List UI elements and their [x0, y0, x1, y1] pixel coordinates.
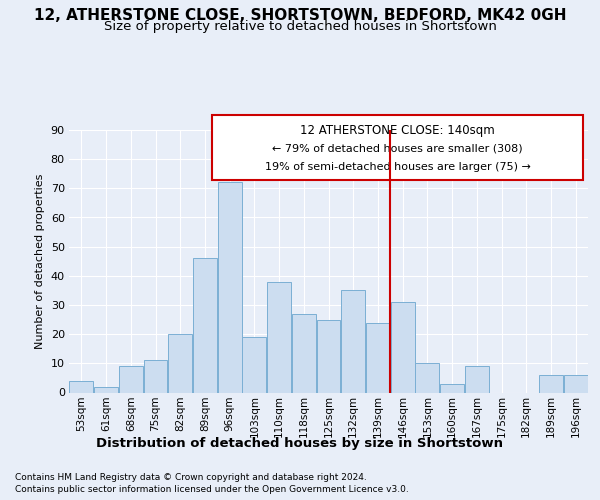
Text: Contains HM Land Registry data © Crown copyright and database right 2024.: Contains HM Land Registry data © Crown c… — [15, 472, 367, 482]
Bar — [415, 364, 439, 392]
Bar — [70, 381, 94, 392]
Bar — [341, 290, 365, 392]
Bar — [317, 320, 340, 392]
Bar — [563, 375, 587, 392]
Bar — [292, 314, 316, 392]
Bar — [94, 386, 118, 392]
Bar — [440, 384, 464, 392]
Bar — [366, 322, 390, 392]
Text: Distribution of detached houses by size in Shortstown: Distribution of detached houses by size … — [97, 438, 503, 450]
Bar — [193, 258, 217, 392]
Bar — [143, 360, 167, 392]
Text: 19% of semi-detached houses are larger (75) →: 19% of semi-detached houses are larger (… — [265, 162, 530, 172]
FancyBboxPatch shape — [212, 116, 583, 180]
Text: 12 ATHERSTONE CLOSE: 140sqm: 12 ATHERSTONE CLOSE: 140sqm — [301, 124, 495, 138]
Bar — [119, 366, 143, 392]
Bar — [391, 302, 415, 392]
Bar — [218, 182, 242, 392]
Y-axis label: Number of detached properties: Number of detached properties — [35, 174, 45, 349]
Bar — [242, 337, 266, 392]
Text: Size of property relative to detached houses in Shortstown: Size of property relative to detached ho… — [104, 20, 496, 33]
Text: 12, ATHERSTONE CLOSE, SHORTSTOWN, BEDFORD, MK42 0GH: 12, ATHERSTONE CLOSE, SHORTSTOWN, BEDFOR… — [34, 8, 566, 22]
Text: ← 79% of detached houses are smaller (308): ← 79% of detached houses are smaller (30… — [272, 144, 523, 154]
Bar — [267, 282, 291, 393]
Text: Contains public sector information licensed under the Open Government Licence v3: Contains public sector information licen… — [15, 485, 409, 494]
Bar — [539, 375, 563, 392]
Bar — [168, 334, 192, 392]
Bar — [465, 366, 489, 392]
